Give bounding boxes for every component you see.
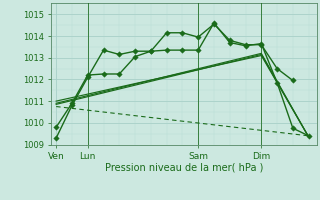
X-axis label: Pression niveau de la mer( hPa ): Pression niveau de la mer( hPa ) bbox=[105, 163, 263, 173]
